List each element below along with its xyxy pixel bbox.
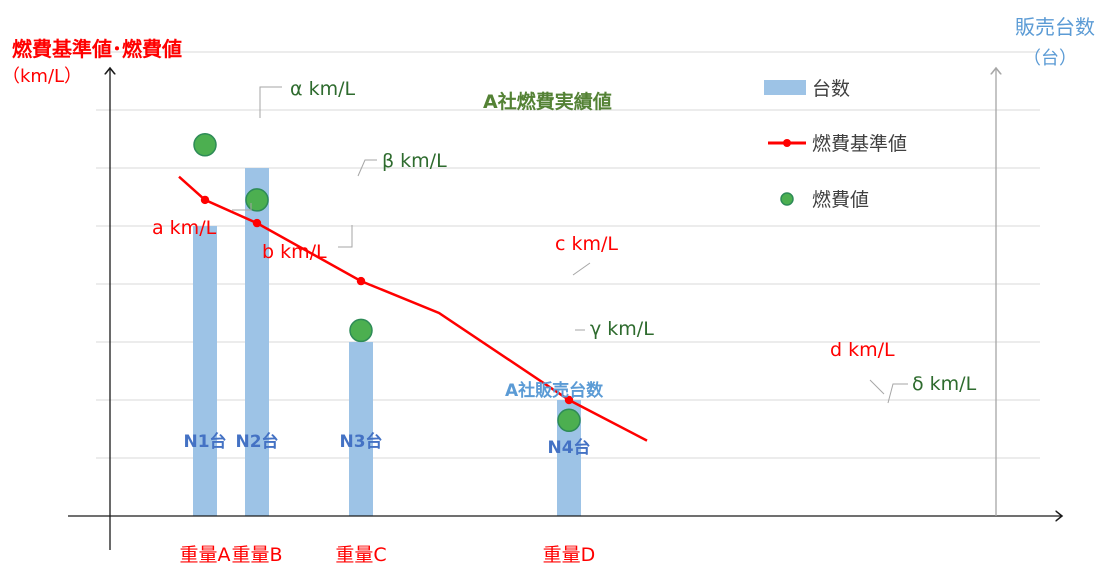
fuel-value-label: δ km/L	[912, 373, 977, 395]
leader-line	[887, 383, 908, 404]
legend-bar-swatch	[764, 80, 806, 95]
fuel-value-point	[349, 318, 373, 343]
fuel-standard-marker	[200, 195, 210, 205]
fuel-value-point	[557, 408, 581, 433]
leader-line	[357, 159, 377, 177]
leader-line	[869, 379, 885, 395]
leader-line	[259, 86, 282, 118]
right-axis-title: 販売台数	[1015, 15, 1095, 39]
category-label: 重量C	[335, 544, 386, 566]
category-label: 重量B	[231, 544, 282, 566]
bar-label: N1台	[183, 431, 226, 452]
fuel-standard-marker	[252, 218, 262, 228]
bar-series	[193, 168, 581, 516]
leader-line	[232, 203, 252, 211]
bar	[193, 226, 217, 516]
category-label: 重量A	[180, 544, 231, 566]
right-axis-unit: （台）	[1023, 48, 1077, 69]
fuel-value-label: γ km/L	[590, 318, 654, 340]
fuel-value-label: β km/L	[382, 150, 447, 172]
bar-label: N4台	[547, 437, 590, 458]
category-label: 重量D	[543, 544, 596, 566]
legend-bar-label: 台数	[812, 78, 850, 100]
fuel-standard-marker	[356, 276, 366, 286]
left-axis-unit: （km/L）	[2, 66, 82, 87]
fuel-standard-label: a km/L	[152, 217, 217, 239]
bar	[349, 342, 373, 516]
legend-dot-swatch	[780, 192, 794, 206]
annotation-sales: A社販売台数	[505, 380, 604, 401]
fuel-value-point	[245, 188, 269, 212]
leader-line	[338, 225, 353, 248]
legend-dot-label: 燃費値	[812, 189, 869, 211]
bar-label: N3台	[339, 431, 382, 452]
fuel-value-label: α km/L	[290, 78, 355, 100]
left-axis-title: 燃費基準値･燃費値	[12, 37, 182, 61]
bar-label: N2台	[235, 431, 278, 452]
fuel-standard-marker	[564, 395, 574, 405]
axes	[68, 68, 1062, 550]
legend-line-label: 燃費基準値	[812, 133, 907, 155]
fuel-standard-line-series	[178, 175, 648, 442]
legend: 台数 燃費基準値 燃費値	[764, 78, 907, 211]
fuel-value-point	[193, 133, 217, 157]
fuel-standard-label: b km/L	[262, 241, 327, 263]
fuel-standard-label: d km/L	[830, 339, 895, 361]
leader-line	[572, 262, 591, 276]
annotation-fuel-actual: A社燃費実績値	[483, 90, 612, 113]
fuel-standard-label: c km/L	[555, 233, 618, 255]
legend-line-marker	[783, 139, 791, 147]
